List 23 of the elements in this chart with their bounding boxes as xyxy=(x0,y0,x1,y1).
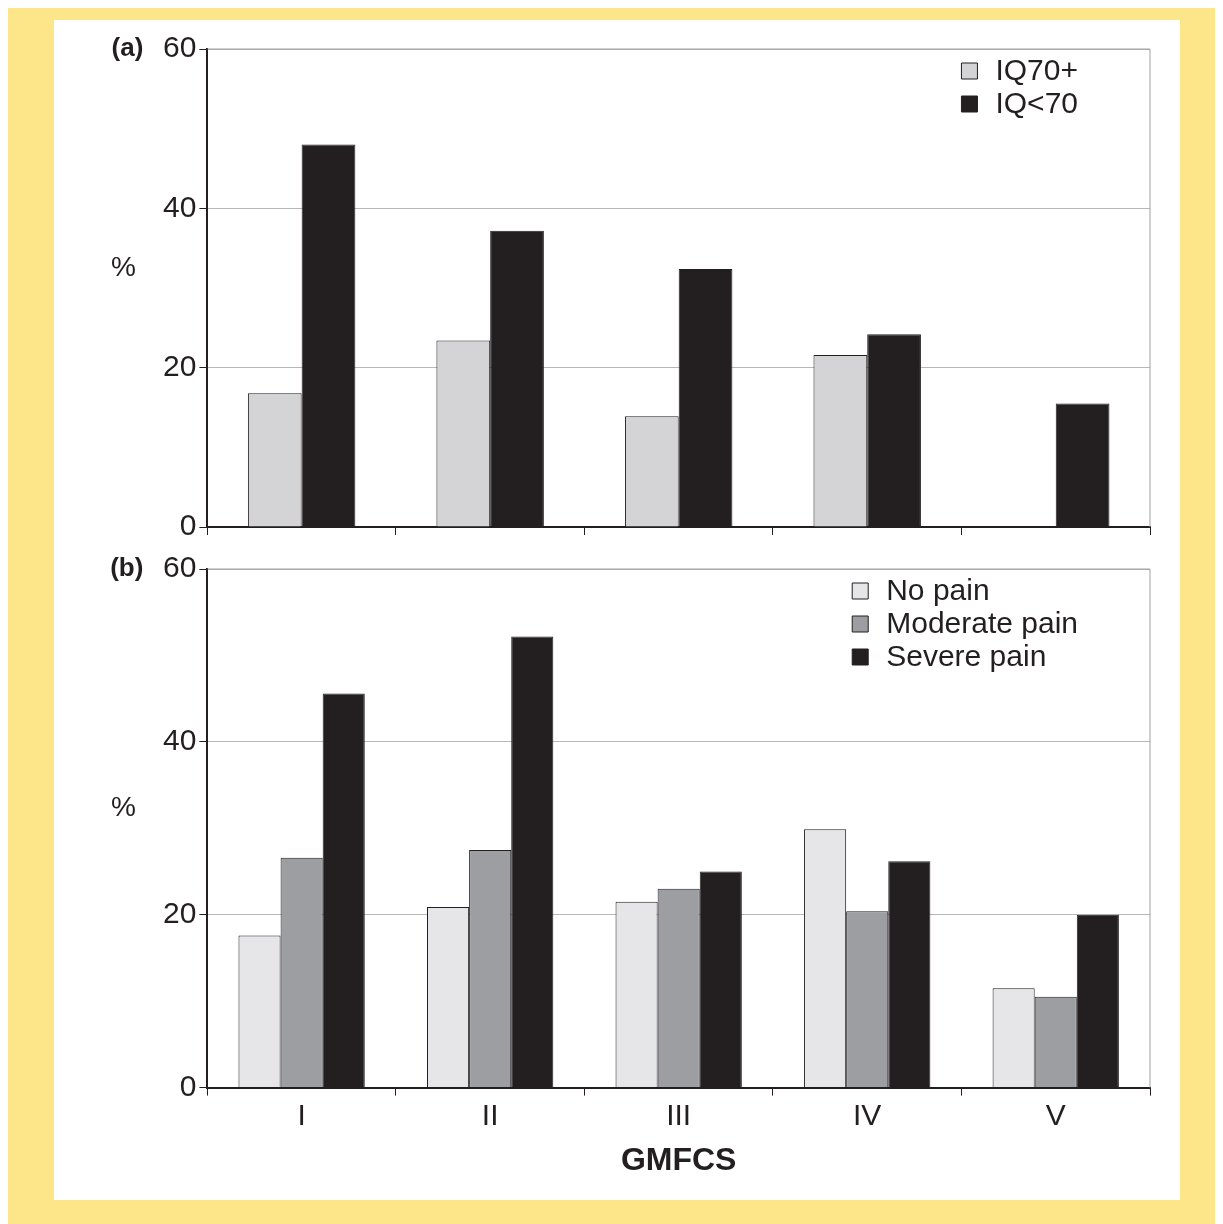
x-tick-label: IV xyxy=(853,1097,882,1131)
x-tick-label: V xyxy=(1045,1097,1066,1131)
y-axis-title: % xyxy=(110,791,136,823)
legend-label: No pain xyxy=(886,573,990,607)
chart-title: (b) xyxy=(110,552,144,583)
x-tick-label: I xyxy=(297,1097,306,1131)
y-tick-label: 60 xyxy=(162,550,197,584)
x-tick-label: III xyxy=(666,1097,692,1131)
legend-label: Severe pain xyxy=(886,639,1047,673)
y-tick-label: 20 xyxy=(162,896,197,929)
y-tick-label: 0 xyxy=(179,1068,197,1102)
legend-label: Moderate pain xyxy=(886,606,1078,640)
y-axis-title: % xyxy=(110,250,136,282)
y-tick-label: 60 xyxy=(162,30,197,64)
x-tick-label: II xyxy=(481,1097,499,1131)
y-tick-label: 0 xyxy=(179,508,197,542)
x-axis-title: GMFCS xyxy=(620,1140,737,1177)
chart-title: (a) xyxy=(111,32,144,63)
y-tick-label: 20 xyxy=(162,348,197,382)
y-tick-label: 40 xyxy=(162,723,197,757)
y-tick-label: 40 xyxy=(162,189,197,223)
legend-label: IQ<70 xyxy=(995,86,1078,120)
legend-label: IQ70+ xyxy=(995,53,1078,87)
